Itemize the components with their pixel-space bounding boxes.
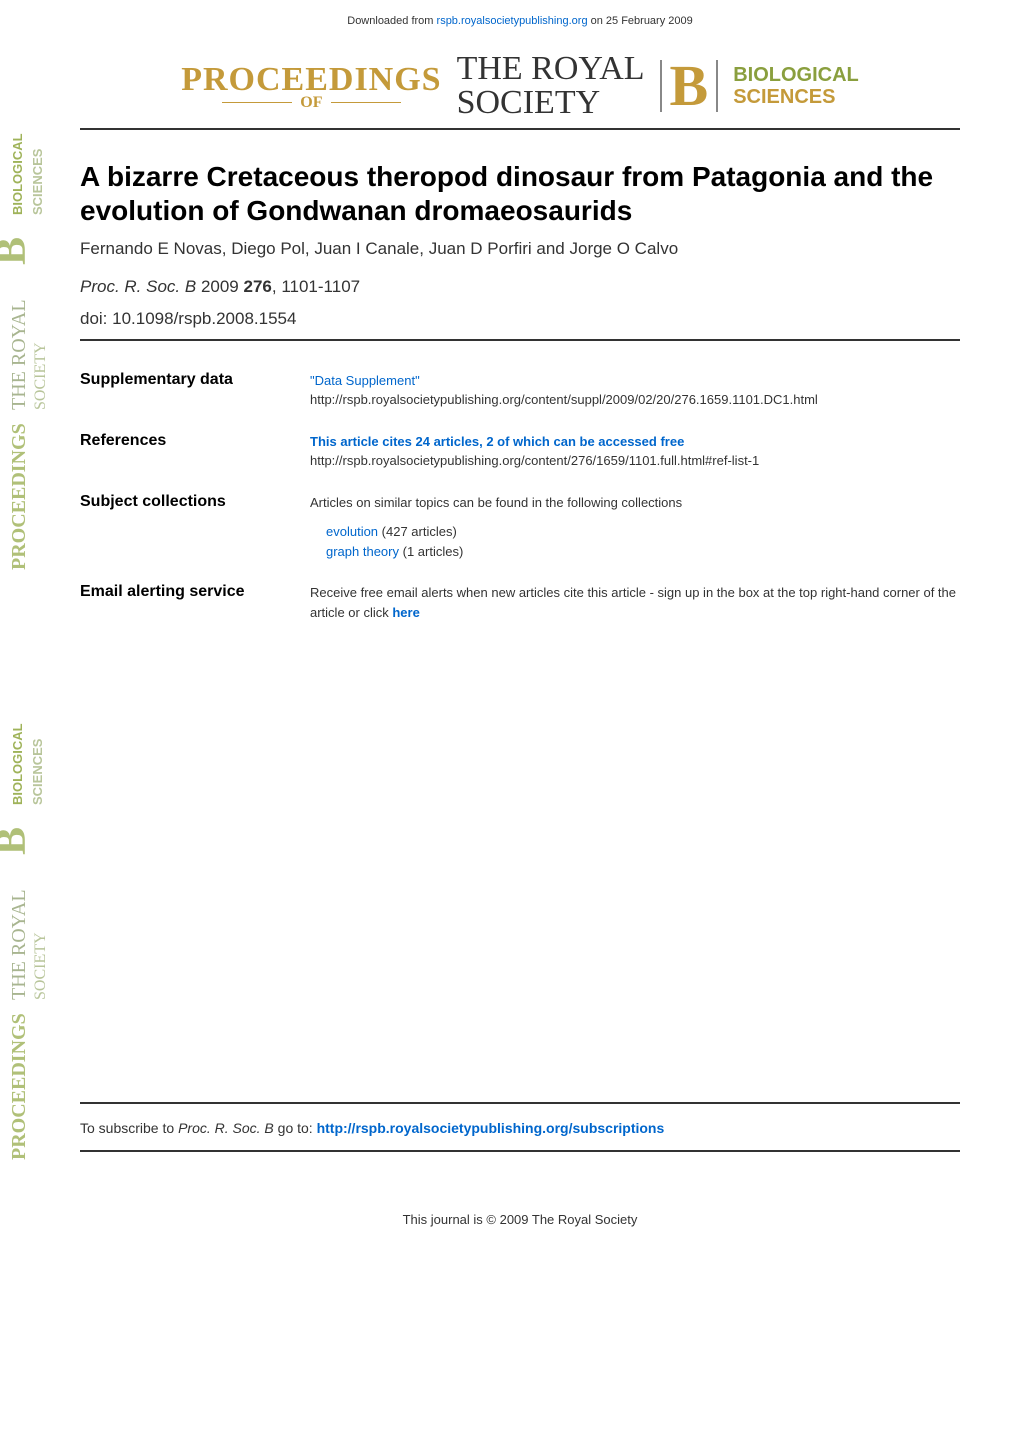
header-rule <box>80 128 960 130</box>
subscribe-prefix: To subscribe to <box>80 1120 178 1136</box>
collection-count: (427 articles) <box>382 524 457 539</box>
alerts-value: Receive free email alerts when new artic… <box>310 583 960 622</box>
svg-text:SCIENCES: SCIENCES <box>30 738 45 805</box>
svg-text:SCIENCES: SCIENCES <box>30 148 45 215</box>
main-content: Downloaded from rspb.royalsocietypublish… <box>60 0 1020 1443</box>
proceedings-block: PROCEEDINGS OF <box>181 61 441 112</box>
article-title: A bizarre Cretaceous theropod dinosaur f… <box>80 160 960 227</box>
subscribe-link[interactable]: http://rspb.royalsocietypublishing.org/s… <box>317 1120 665 1136</box>
collection-count: (1 articles) <box>403 544 464 559</box>
references-label: References <box>80 432 310 471</box>
supplementary-link[interactable]: "Data Supplement" <box>310 373 420 388</box>
sidebar-logo-bottom: PROCEEDINGS THE ROYAL SOCIETY B BIOLOGIC… <box>0 620 50 1170</box>
b-logo: B <box>660 60 719 112</box>
download-suffix: on 25 February 2009 <box>588 15 693 27</box>
collection-link-evolution[interactable]: evolution <box>326 524 378 539</box>
page-container: PROCEEDINGS THE ROYAL SOCIETY B BIOLOGIC… <box>0 0 1020 1443</box>
svg-text:THE ROYAL: THE ROYAL <box>8 299 30 410</box>
bottom-rule-1 <box>80 1102 960 1104</box>
royal-line1: THE ROYAL <box>457 52 645 86</box>
citation-pages: 1101-1107 <box>281 277 360 296</box>
references-link[interactable]: This article cites 24 articles, 2 of whi… <box>310 434 684 449</box>
info-table: Supplementary data "Data Supplement" htt… <box>80 371 960 623</box>
of-text: OF <box>300 94 322 112</box>
biological-text: BIOLOGICAL <box>733 64 859 86</box>
doi: doi: 10.1098/rspb.2008.1554 <box>80 309 960 329</box>
svg-text:PROCEEDINGS: PROCEEDINGS <box>8 423 30 570</box>
supplementary-value: "Data Supplement" http://rspb.royalsocie… <box>310 371 960 410</box>
bio-sciences-block: BIOLOGICAL SCIENCES <box>733 64 859 108</box>
citation-year: 2009 <box>201 277 239 296</box>
svg-text:PROCEEDINGS: PROCEEDINGS <box>8 1013 30 1160</box>
supplementary-url: http://rspb.royalsocietypublishing.org/c… <box>310 392 818 407</box>
svg-text:SOCIETY: SOCIETY <box>32 342 49 410</box>
subjects-label: Subject collections <box>80 493 310 562</box>
footer-rule <box>80 1150 960 1152</box>
sciences-text: SCIENCES <box>733 86 859 108</box>
svg-text:THE ROYAL: THE ROYAL <box>8 889 30 1000</box>
collection-item: evolution (427 articles) <box>326 522 960 542</box>
subscribe-text: To subscribe to Proc. R. Soc. B go to: h… <box>80 1120 960 1136</box>
subscribe-middle: go to: <box>274 1120 317 1136</box>
collection-list: evolution (427 articles) graph theory (1… <box>326 522 960 561</box>
alerts-row: Email alerting service Receive free emai… <box>80 583 960 622</box>
alerts-label: Email alerting service <box>80 583 310 622</box>
svg-text:BIOLOGICAL: BIOLOGICAL <box>10 133 25 215</box>
download-note: Downloaded from rspb.royalsocietypublish… <box>80 15 960 27</box>
royal-line2: SOCIETY <box>457 86 645 120</box>
of-rule-right <box>331 102 401 104</box>
references-value: This article cites 24 articles, 2 of whi… <box>310 432 960 471</box>
supplementary-label: Supplementary data <box>80 371 310 410</box>
alerts-link[interactable]: here <box>392 605 419 620</box>
references-row: References This article cites 24 article… <box>80 432 960 471</box>
journal-header: PROCEEDINGS OF THE ROYAL SOCIETY B BIOLO… <box>80 52 960 120</box>
svg-text:B: B <box>0 237 35 265</box>
subjects-value: Articles on similar topics can be found … <box>310 493 960 562</box>
royal-society-text: THE ROYAL SOCIETY <box>457 52 645 120</box>
references-url: http://rspb.royalsocietypublishing.org/c… <box>310 453 759 468</box>
citation-journal: Proc. R. Soc. B <box>80 277 196 296</box>
supplementary-row: Supplementary data "Data Supplement" htt… <box>80 371 960 410</box>
sidebar-logo-top: PROCEEDINGS THE ROYAL SOCIETY B BIOLOGIC… <box>0 30 50 580</box>
section-rule-1 <box>80 339 960 341</box>
subjects-intro: Articles on similar topics can be found … <box>310 495 682 510</box>
left-sidebar: PROCEEDINGS THE ROYAL SOCIETY B BIOLOGIC… <box>0 0 60 1443</box>
svg-text:B: B <box>0 827 35 855</box>
subjects-row: Subject collections Articles on similar … <box>80 493 960 562</box>
collection-link-graph-theory[interactable]: graph theory <box>326 544 399 559</box>
of-rule-left <box>222 102 292 104</box>
download-prefix: Downloaded from <box>347 15 436 27</box>
bottom-section: To subscribe to Proc. R. Soc. B go to: h… <box>80 1102 960 1227</box>
subscribe-journal: Proc. R. Soc. B <box>178 1120 274 1136</box>
download-link[interactable]: rspb.royalsocietypublishing.org <box>437 15 588 27</box>
collection-item: graph theory (1 articles) <box>326 542 960 562</box>
svg-text:BIOLOGICAL: BIOLOGICAL <box>10 723 25 805</box>
authors: Fernando E Novas, Diego Pol, Juan I Cana… <box>80 239 960 259</box>
svg-text:SOCIETY: SOCIETY <box>32 932 49 1000</box>
copyright: This journal is © 2009 The Royal Society <box>80 1212 960 1227</box>
citation-volume: 276 <box>244 277 272 296</box>
citation: Proc. R. Soc. B 2009 276, 1101-1107 <box>80 275 960 299</box>
